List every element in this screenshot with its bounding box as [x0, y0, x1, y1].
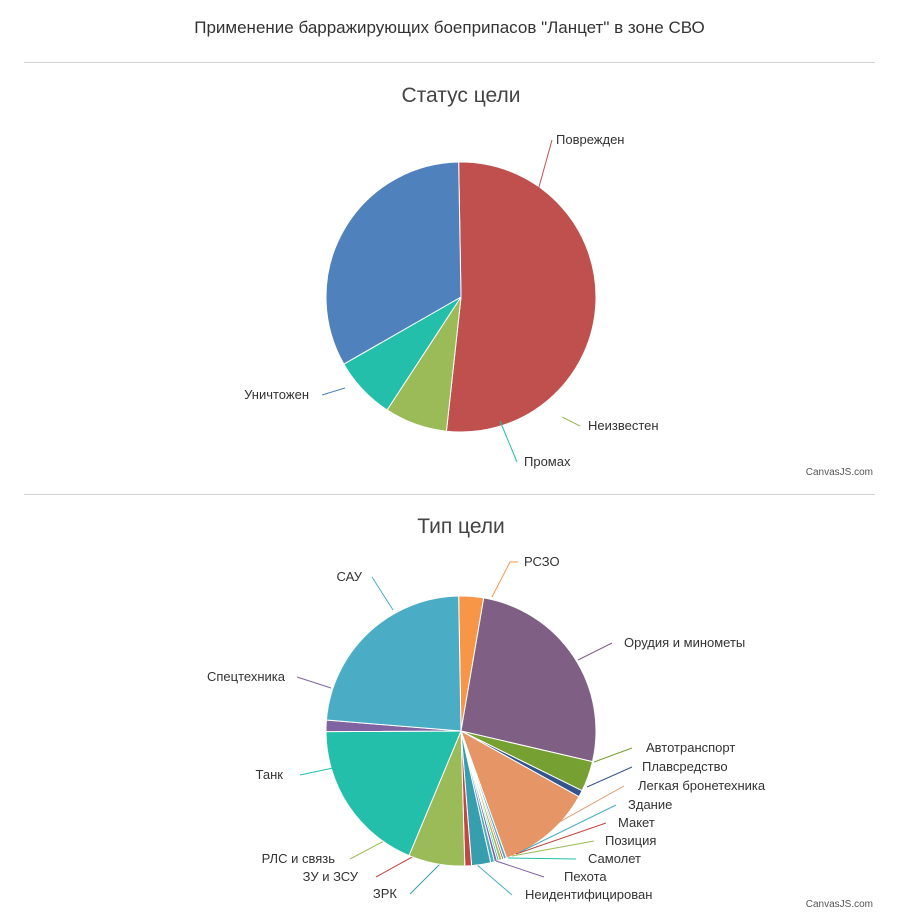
- slice-label: Уничтожен: [244, 387, 309, 402]
- slice-label: Танк: [256, 767, 284, 782]
- credit-status-chart[interactable]: CanvasJS.com: [805, 467, 873, 478]
- page-title: Применение барражирующих боеприпасов "Ла…: [194, 18, 705, 37]
- slice-label: Легкая бронетехника: [638, 778, 766, 793]
- label-leader-line: [495, 860, 545, 878]
- slice-label: ЗРК: [373, 886, 398, 901]
- label-leader-line: [349, 839, 387, 860]
- label-leader-line: [491, 561, 518, 598]
- middle-divider: [24, 494, 875, 495]
- slice-label: Промах: [524, 454, 571, 469]
- pie-slice-сау-18[interactable]: [325, 595, 462, 732]
- label-leader-line: [299, 767, 334, 776]
- status-pie-chart: Статус цели Поврежден Неизвестен Промах Унич…: [244, 84, 659, 469]
- label-leader-line: [586, 766, 633, 788]
- label-leader-line: [409, 863, 441, 895]
- label-leader-line: [515, 822, 607, 855]
- top-divider: [24, 62, 875, 63]
- slice-label: Позиция: [605, 833, 656, 848]
- slice-label: Спецтехника: [207, 669, 286, 684]
- label-leader-line: [296, 676, 332, 689]
- slice-label: Неизвестен: [588, 418, 659, 433]
- label-leader-line: [375, 855, 415, 878]
- slice-label: САУ: [337, 569, 363, 584]
- label-leader-line: [519, 804, 617, 853]
- pie-slice-уничтожен-3[interactable]: [325, 161, 462, 365]
- pie-slice-легкая-бронетехника-4[interactable]: [460, 729, 580, 859]
- label-leader-line: [321, 387, 346, 396]
- slice-label: Пехота: [564, 869, 607, 884]
- label-leader-line: [499, 420, 518, 463]
- slice-label: Здание: [628, 797, 672, 812]
- slice-label: ЗУ и ЗСУ: [303, 869, 359, 884]
- target-type-pie-chart: Тип цели РСЗО Орудия и минометы Автотранспо…: [207, 515, 766, 902]
- label-leader-line: [507, 857, 577, 860]
- label-leader-line: [577, 642, 613, 661]
- label-leader-line: [593, 747, 633, 763]
- label-leader-line: [533, 139, 553, 206]
- slice-label: Самолет: [588, 851, 641, 866]
- slice-label: Макет: [618, 815, 655, 830]
- label-leader-line: [561, 416, 581, 427]
- slice-label: Неидентифицирован: [525, 887, 652, 902]
- slice-label: РСЗО: [524, 554, 560, 569]
- pie-slice-танк-16[interactable]: [325, 730, 462, 857]
- slice-label: Автотранспорт: [646, 740, 735, 755]
- pie-slice-орудия-и-минометы-1[interactable]: [460, 597, 597, 763]
- label-leader-line: [511, 840, 595, 857]
- chart-title: Тип цели: [417, 515, 505, 538]
- chart-title: Статус цели: [402, 84, 521, 107]
- slice-label: Орудия и минометы: [624, 635, 745, 650]
- pie-slice-поврежден-0[interactable]: [445, 161, 597, 433]
- slice-label: РЛС и связь: [262, 851, 336, 866]
- label-leader-line: [371, 576, 394, 611]
- label-leader-line: [475, 863, 513, 896]
- label-leader-line: [544, 785, 625, 831]
- credit-type-chart[interactable]: CanvasJS.com: [805, 899, 873, 910]
- slice-label: Поврежден: [556, 132, 625, 147]
- slice-label: Плавсредство: [642, 759, 728, 774]
